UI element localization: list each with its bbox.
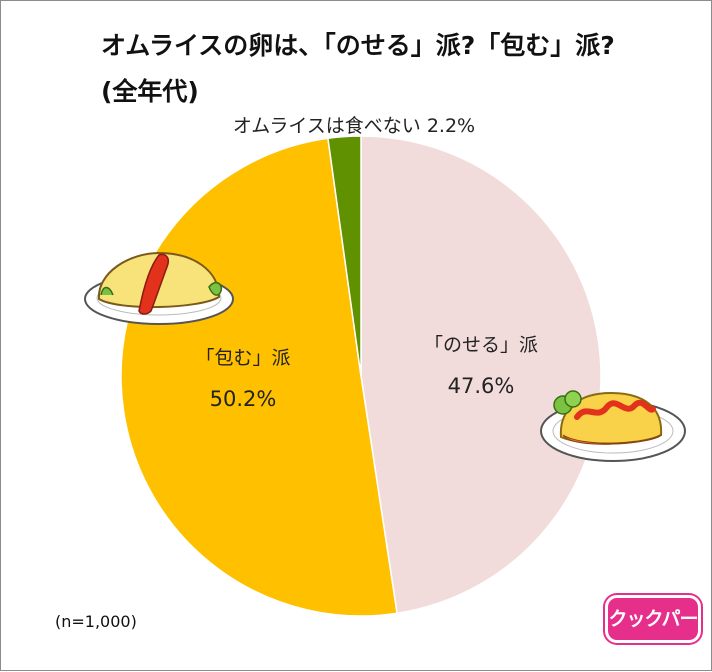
slice-value-label: 47.6% <box>448 374 515 398</box>
pie-labels: 「のせる」派 47.6% 「包む」派 50.2% オムライスは食べない 2.2% <box>195 115 538 411</box>
cookper-logo: クックパー <box>605 595 701 643</box>
slice-value-label: 50.2% <box>210 387 277 411</box>
chart-title-line1: オムライスの卵は、「のせる」派?「包む」派? <box>101 31 615 60</box>
chart-title-line2: (全年代) <box>101 77 199 106</box>
slice-label: 「のせる」派 <box>424 334 538 356</box>
omelette-rice-wrapped-icon <box>84 251 234 325</box>
chart-title: オムライスの卵は、「のせる」派?「包む」派? (全年代) <box>101 23 701 115</box>
slice-label: オムライスは食べない 2.2% <box>233 115 475 137</box>
pie-slice <box>360 135 602 615</box>
pie-slices <box>120 135 602 617</box>
sample-size-note: (n=1,000) <box>55 612 137 631</box>
omelette-rice-topped-icon <box>540 390 686 462</box>
pie-slice <box>327 135 362 377</box>
slice-label: 「包む」派 <box>195 347 290 369</box>
